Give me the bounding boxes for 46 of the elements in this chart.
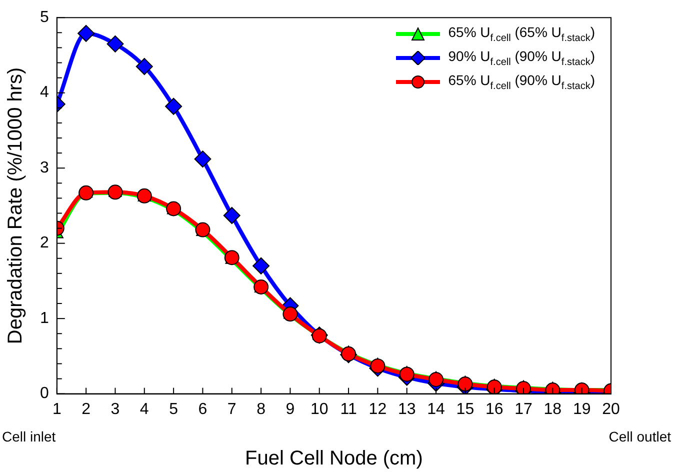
x-tick-label: 4	[140, 400, 149, 418]
legend-label: 90% U$_{f.cell}$ (90% U$_{f.stack}$)	[448, 48, 595, 68]
x-tick-label: 12	[368, 400, 387, 418]
x-tick-label: 16	[485, 400, 504, 418]
y-tick-label: 2	[40, 234, 49, 252]
point	[223, 206, 240, 224]
x-tick-label: 17	[514, 400, 533, 418]
x-tick-label: 6	[198, 400, 208, 418]
text: Cell inlet	[2, 428, 56, 445]
y-tick-label: 3	[40, 159, 49, 176]
x-tick-label: 14	[427, 400, 446, 418]
text: Cell outlet	[608, 428, 672, 445]
x-tick-label: 20	[602, 400, 620, 418]
x-tick-label: 10	[310, 400, 328, 418]
y-tick-label: 1	[40, 310, 49, 327]
point	[194, 150, 212, 168]
y-tick-label: 0	[40, 385, 49, 402]
x-tick-label: 1	[52, 400, 62, 418]
point	[108, 184, 123, 200]
point	[252, 257, 270, 274]
x-tick-label: 3	[110, 400, 120, 418]
point	[106, 35, 124, 52]
legend-label: 65% U$_{f.cell}$ (65% U$_{f.stack}$)	[448, 24, 595, 44]
x-tick-label: 7	[227, 400, 236, 418]
y-tick-label: 4	[40, 84, 49, 102]
x-axis-title: Fuel Cell Node (cm)	[245, 448, 423, 470]
point	[78, 24, 95, 42]
point	[428, 372, 444, 388]
x-tick-label: 19	[572, 400, 591, 418]
x-tick-label: 9	[286, 400, 295, 418]
x-tick-label: 8	[256, 400, 266, 418]
x-tick-label: 5	[169, 400, 178, 418]
point	[78, 185, 94, 200]
x-tick-label: 13	[398, 400, 416, 418]
point	[370, 358, 386, 374]
x-tick-label: 11	[340, 400, 357, 418]
point	[399, 366, 414, 382]
x-tick-label: 18	[544, 400, 562, 418]
point	[165, 98, 182, 115]
legend-label: 65% U$_{f.cell}$ (90% U$_{f.stack}$)	[448, 72, 595, 92]
y-tick-label: 5	[40, 9, 49, 26]
y-axis-title: Degradation Rate (%/1000 hrs)	[4, 67, 27, 344]
point	[282, 306, 298, 322]
point	[136, 58, 153, 76]
x-tick-label: 2	[82, 400, 91, 418]
x-tick-label: 15	[456, 400, 474, 418]
